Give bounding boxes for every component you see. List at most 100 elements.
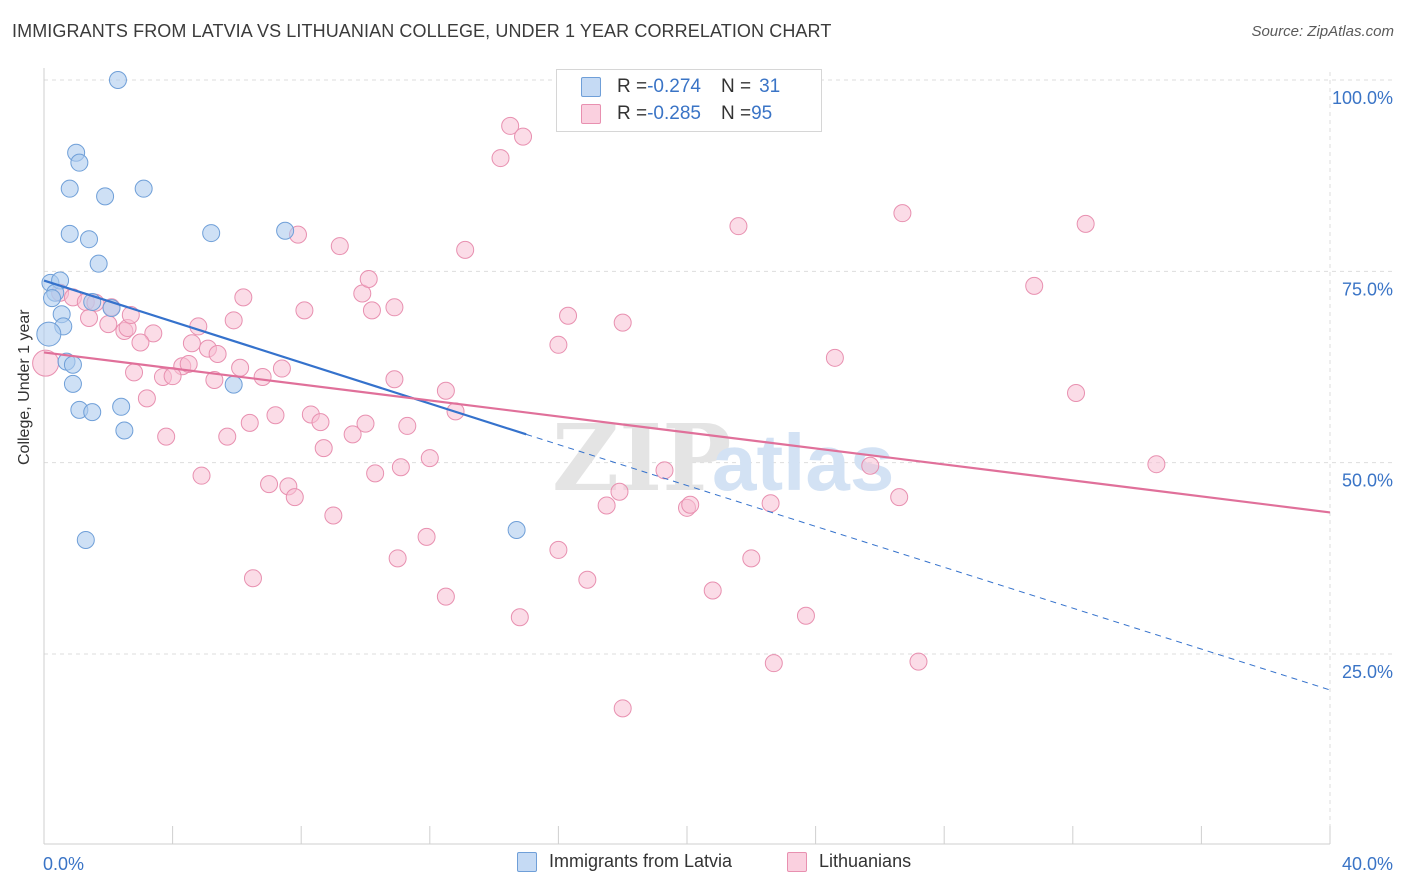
latvia-points (36, 71, 526, 549)
legend-row-latvia: R = -0.274 N = 31 (557, 73, 780, 101)
lithuanians-point-46 (295, 301, 314, 320)
lithuanians-point-27 (208, 344, 227, 363)
y-tick-label-25: 25.0% (1342, 662, 1393, 682)
lithuanians-point-51 (549, 335, 568, 354)
lithuanians-point-48 (359, 269, 378, 288)
latvia-point-4 (96, 187, 115, 206)
lithuanians-point-62 (366, 464, 385, 483)
lithuanians-point-6 (729, 217, 748, 236)
lithuanians-point-22 (234, 288, 253, 307)
legend-n-label-lithuanians: N = (720, 103, 752, 124)
lithuanians-point-72 (655, 461, 674, 480)
lithuanians-point-0 (501, 116, 520, 135)
lithuanians-point-29 (179, 354, 198, 373)
lithuanians-point-33 (137, 389, 156, 408)
latvia-point-29 (76, 530, 95, 549)
y-axis-label: College, Under 1 year (16, 309, 33, 465)
lithuanians-point-64 (260, 475, 279, 494)
legend-r-value-lithuanians: -0.285 (647, 103, 701, 124)
lithuanians-point-50 (385, 298, 404, 317)
legend-swatch-lithuanians (581, 104, 601, 124)
latvia-point-19 (36, 321, 62, 347)
lithuanians-point-82 (243, 569, 262, 588)
lithuanians-point-1 (514, 127, 533, 146)
lithuanians-point-80 (388, 549, 407, 568)
latvia-point-5 (134, 179, 153, 198)
lithuanians-point-40 (311, 413, 330, 432)
lithuanians-point-57 (218, 427, 237, 446)
lithuanians-point-74 (681, 495, 700, 514)
lithuanians-point-86 (742, 549, 761, 568)
lithuanians-point-23 (224, 311, 243, 330)
bottom-legend-lithuanians: Lithuanians (787, 851, 911, 872)
latvia-point-24 (83, 403, 102, 422)
bottom-legend-latvia: Immigrants from Latvia (517, 851, 732, 872)
lithuanians-point-43 (398, 416, 417, 435)
x-tick-label-max: 40.0% (1342, 854, 1393, 874)
legend-r-label-lithuanians: R = (617, 103, 648, 124)
lithuanians-point-16 (99, 315, 118, 334)
lithuanians-point-66 (285, 488, 304, 507)
y-tick-label-100: 100.0% (1332, 88, 1393, 108)
lithuanians-point-58 (157, 427, 176, 446)
bottom-legend-swatch-latvia (517, 851, 537, 872)
latvia-point-14 (43, 289, 62, 308)
lithuanians-point-44 (436, 381, 455, 400)
source-label: Source: ZipAtlas.com (1251, 23, 1394, 40)
lithuanians-point-59 (314, 439, 333, 458)
lithuanians-point-89 (909, 652, 928, 671)
tick-labels: 25.0% 50.0% 75.0% 100.0% 0.0% 40.0% (43, 88, 1393, 874)
latvia-point-7 (80, 230, 99, 249)
lithuanians-point-88 (764, 654, 783, 673)
lithuanians-point-4 (330, 237, 349, 256)
lithuanians-point-85 (703, 581, 722, 600)
lithuanians-point-78 (1147, 455, 1166, 474)
bottom-legend-label-lithuanians: Lithuanians (819, 851, 912, 871)
lithuanians-point-81 (578, 570, 597, 589)
lithuanians-point-54 (385, 370, 404, 389)
latvia-point-6 (60, 224, 79, 243)
latvia-point-26 (115, 421, 134, 440)
legend-r-value-latvia: -0.274 (647, 76, 701, 97)
lithuanians-point-41 (343, 425, 362, 444)
lithuanians-point-52 (559, 306, 578, 325)
lithuanians-point-71 (610, 482, 629, 501)
lithuanians-point-37 (272, 359, 291, 378)
lithuanians-point-32 (125, 363, 144, 382)
lithuanians-point-70 (597, 496, 616, 515)
lithuanians-point-76 (861, 456, 880, 475)
lithuanians-point-83 (436, 587, 455, 606)
lithuanians-point-87 (796, 606, 815, 625)
lithuanians-point-53 (613, 313, 632, 332)
latvia-point-0 (108, 71, 127, 89)
x-tick-label-min: 0.0% (43, 854, 84, 874)
lithuanians-trend-line (43, 351, 1331, 514)
lithuanians-point-61 (391, 458, 410, 477)
lithuanians-point-38 (266, 406, 285, 425)
stats-legend: R = -0.274 N = 31 R = -0.285 N = 95 (556, 69, 822, 132)
lithuanians-point-35 (231, 358, 250, 377)
latvia-point-22 (63, 374, 82, 393)
legend-n-value-lithuanians: 95 (751, 103, 773, 124)
lithuanians-point-2 (491, 149, 510, 168)
lithuanians-points (32, 116, 1166, 718)
lithuanians-point-49 (362, 301, 381, 320)
legend-n-label-latvia: N = (720, 76, 752, 97)
latvia-trend-line (43, 279, 527, 436)
y-tick-label-75: 75.0% (1342, 279, 1393, 299)
latvia-point-27 (224, 375, 243, 394)
legend-swatch-latvia (581, 77, 601, 97)
lithuanians-point-25 (182, 334, 201, 353)
latvia-point-25 (112, 397, 131, 416)
lithuanians-point-90 (613, 699, 632, 718)
lithuanians-point-67 (324, 506, 343, 525)
lithuanians-point-9 (1025, 276, 1044, 295)
lithuanians-point-42 (356, 414, 375, 433)
lithuanians-point-84 (510, 608, 529, 627)
legend-n-value-latvia: 31 (759, 76, 781, 97)
axes (43, 68, 1331, 845)
latvia-point-9 (276, 221, 295, 240)
bottom-legend-swatch-lithuanians (787, 851, 807, 872)
legend-row-lithuanians: R = -0.285 N = 95 (557, 100, 772, 128)
watermark-zip: ZIP (552, 404, 731, 512)
